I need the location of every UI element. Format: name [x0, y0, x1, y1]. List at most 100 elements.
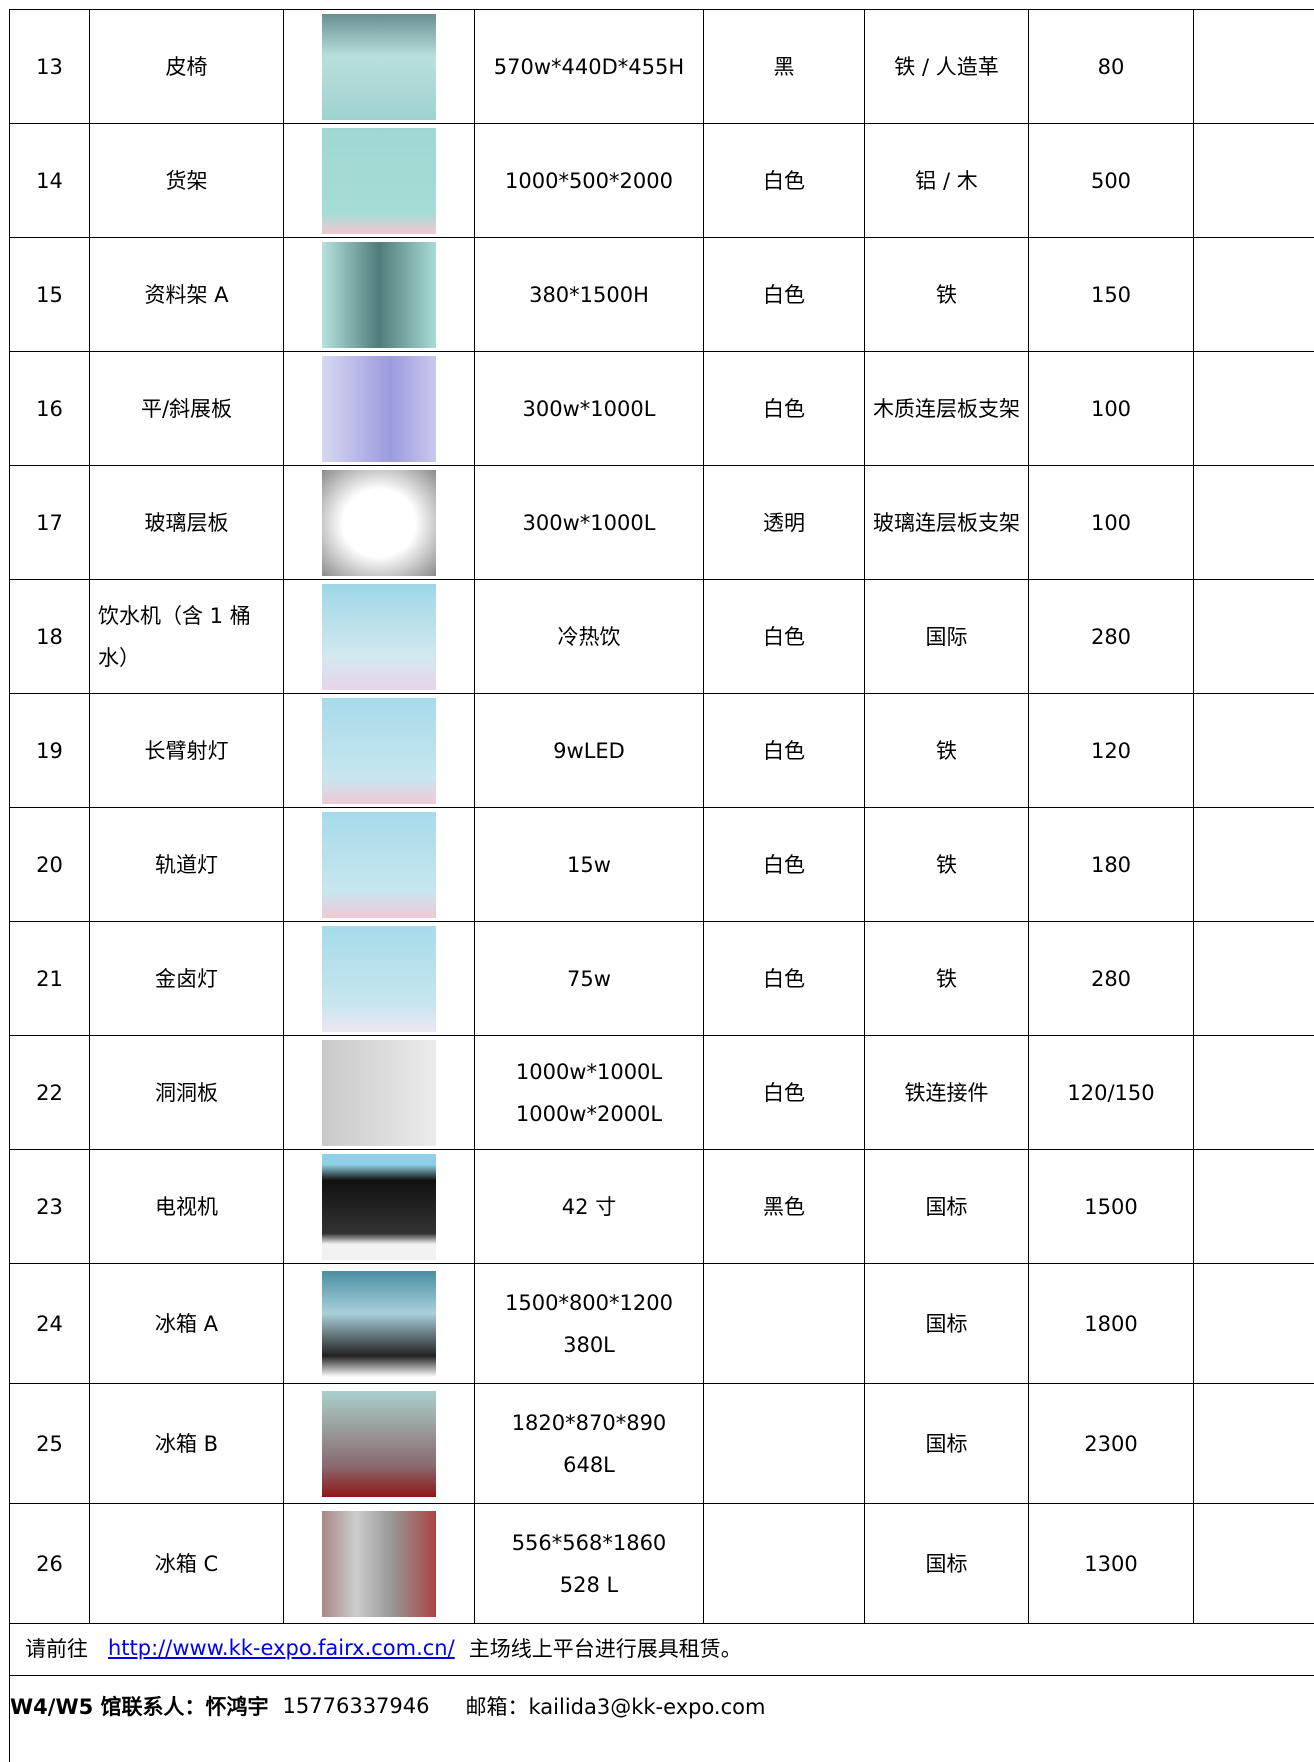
cell: 平/斜展板: [89, 351, 284, 466]
platform-link[interactable]: http://www.kk-expo.fairx.com.cn/: [108, 1635, 455, 1660]
cell: 国标: [864, 1383, 1029, 1504]
cell-text: 120: [1090, 738, 1132, 763]
cell: 皮椅: [89, 9, 284, 124]
cell: 1000*500*2000: [474, 123, 704, 238]
cell-text: 铁: [936, 966, 957, 991]
table-row: 21 金卤灯 75w 白色 铁 280: [9, 921, 1314, 1036]
cell: 铁连接件: [864, 1035, 1029, 1150]
cell-text: 资料架 A: [144, 282, 229, 307]
cell-text: 白色: [763, 852, 805, 877]
cell: 180: [1028, 807, 1194, 922]
cell: 白色: [703, 579, 865, 694]
cell: 黑色: [703, 1149, 865, 1264]
cell: 铁: [864, 693, 1029, 808]
cell-text: 冰箱 C: [154, 1551, 219, 1576]
cell: 轨道灯: [89, 807, 284, 922]
cell-text: 白色: [763, 396, 805, 421]
cell: [1193, 1263, 1314, 1384]
cell: 556*568*1860 528 L: [474, 1503, 704, 1624]
product-image: [322, 13, 436, 120]
cell-text: 1500: [1084, 1194, 1138, 1219]
cell: 19: [9, 693, 90, 808]
cell-text: 120/150: [1067, 1080, 1155, 1105]
table-row: 19 长臂射灯 9wLED 白色 铁 120: [9, 693, 1314, 808]
cell-line: 648L: [563, 1452, 615, 1477]
cell: 冰箱 A: [89, 1263, 284, 1384]
cell-text: 白色: [763, 1080, 805, 1105]
cell-text: 23: [36, 1194, 63, 1219]
cell-text: 玻璃连层板支架: [873, 510, 1020, 535]
product-image: [322, 355, 436, 462]
cell: [283, 123, 475, 238]
cell-text: 280: [1090, 966, 1132, 991]
cell-text: 铁: [936, 282, 957, 307]
cell-text: 皮椅: [165, 54, 208, 79]
cell: 15w: [474, 807, 704, 922]
equipment-table: 13 皮椅 570w*440D*455H 黑 铁 / 人造革 80 14 货架 1000*500…: [9, 9, 1314, 1624]
cell: 铁: [864, 921, 1029, 1036]
cell-text: 洞洞板: [155, 1080, 218, 1105]
table-row: 23 电视机 42 寸 黑色 国标 1500: [9, 1149, 1314, 1264]
product-image: [322, 811, 436, 918]
cell: 国际: [864, 579, 1029, 694]
cell: 380*1500H: [474, 237, 704, 352]
cell: 80: [1028, 9, 1194, 124]
cell: 15: [9, 237, 90, 352]
cell: 25: [9, 1383, 90, 1504]
cell: 24: [9, 1263, 90, 1384]
product-image: [322, 583, 436, 690]
cell-text: 冰箱 B: [154, 1431, 219, 1456]
cell: 100: [1028, 465, 1194, 580]
cell-text: 1000*500*2000: [505, 168, 673, 193]
cell: 冷热饮: [474, 579, 704, 694]
cell: 透明: [703, 465, 865, 580]
contact: W4/W5 馆联系人：怀鸿宇 15776337946 邮箱：kailida3@k…: [10, 1676, 1314, 1736]
cell: 白色: [703, 123, 865, 238]
cell: 铝 / 木: [864, 123, 1029, 238]
cell-text: 9wLED: [553, 738, 625, 763]
product-image: [322, 1039, 436, 1146]
cell: 17: [9, 465, 90, 580]
cell-text: 木质连层板支架: [873, 396, 1020, 421]
cell-text: 铁连接件: [904, 1080, 989, 1105]
cell-line: 1000w*2000L: [515, 1101, 663, 1126]
cell: 120: [1028, 693, 1194, 808]
cell: [283, 351, 475, 466]
table-row: 25 冰箱 B 1820*870*890 648L 国标 2300: [9, 1383, 1314, 1504]
table-row: 13 皮椅 570w*440D*455H 黑 铁 / 人造革 80: [9, 9, 1314, 124]
cell-text: 铝 / 木: [915, 168, 978, 193]
product-image: [322, 241, 436, 348]
cell: 木质连层板支架: [864, 351, 1029, 466]
cell: 铁: [864, 237, 1029, 352]
rental-note: 请前往 http://www.kk-expo.fairx.com.cn/ 主场线…: [10, 1620, 1314, 1676]
cell: 100: [1028, 351, 1194, 466]
footer: 请前往 http://www.kk-expo.fairx.com.cn/ 主场线…: [9, 1620, 1314, 1762]
cell: [1193, 921, 1314, 1036]
cell: 1500: [1028, 1149, 1194, 1264]
cell: 300w*1000L: [474, 465, 704, 580]
cell-text: 铁 / 人造革: [894, 54, 999, 79]
table-row: 16 平/斜展板 300w*1000L 白色 木质连层板支架 100: [9, 351, 1314, 466]
product-image: [322, 1153, 436, 1260]
cell: [1193, 351, 1314, 466]
cell: 电视机: [89, 1149, 284, 1264]
product-image: [322, 469, 436, 576]
cell-text: 白色: [763, 282, 805, 307]
table-row: 18 饮水机（含 1 桶水） 冷热饮 白色 国际 280: [9, 579, 1314, 694]
cell: 16: [9, 351, 90, 466]
cell: 21: [9, 921, 90, 1036]
cell: 玻璃层板: [89, 465, 284, 580]
cell: 26: [9, 1503, 90, 1624]
cell: 42 寸: [474, 1149, 704, 1264]
cell-text: 17: [36, 510, 63, 535]
cell-text: 白色: [763, 966, 805, 991]
cell-text: 280: [1090, 624, 1132, 649]
cell-text: 冰箱 A: [154, 1311, 219, 1336]
cell-text: 180: [1090, 852, 1132, 877]
cell: 280: [1028, 921, 1194, 1036]
table-row: 22 洞洞板 1000w*1000L 1000w*2000L 白色 铁连接件 120/150: [9, 1035, 1314, 1150]
cell: 饮水机（含 1 桶水）: [89, 579, 284, 694]
table-row: 17 玻璃层板 300w*1000L 透明 玻璃连层板支架 100: [9, 465, 1314, 580]
cell: 300w*1000L: [474, 351, 704, 466]
cell-text: 白色: [763, 168, 805, 193]
